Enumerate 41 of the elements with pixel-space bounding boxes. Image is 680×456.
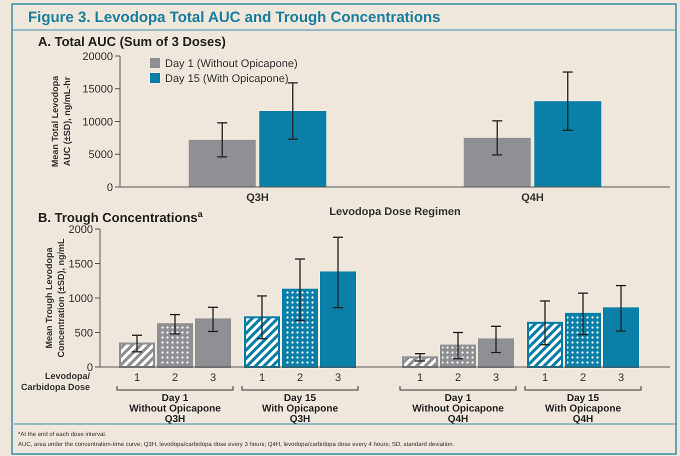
x-tick-label: 2 xyxy=(580,372,586,384)
chart-subtitle: A. Total AUC (Sum of 3 Doses) xyxy=(38,34,226,49)
text: Day 15 With Opicapone Q4H xyxy=(544,393,622,425)
text: Day 15 With Opicapone Q3H xyxy=(262,393,338,425)
x-tick-label: 3 xyxy=(334,372,342,384)
x-axis-title: Levodopa Dose Regimen xyxy=(329,206,461,218)
bar xyxy=(534,101,602,187)
y-tick-label: 0 xyxy=(106,182,113,194)
x-tick-label: 1 xyxy=(134,372,140,384)
text: Day 1 Without Opicapone Q4H xyxy=(412,393,504,425)
y-axis-title: Mean Total Levodopa AUC (±SD), ng/mL-hr xyxy=(50,74,72,168)
text: Day 1 Without Opicapone Q3H xyxy=(129,393,222,425)
y-tick-label: 500 xyxy=(74,327,93,340)
x-tick-label: 2 xyxy=(172,372,178,384)
x-tick-label: 3 xyxy=(618,372,624,384)
x-tick-label: 2 xyxy=(296,372,304,384)
y-axis-title: Mean Trough Levodopa Concentration (±SD), ng/mL xyxy=(44,238,66,358)
x-tick-label: 1 xyxy=(542,372,548,384)
y-tick-label: 1000 xyxy=(68,292,93,305)
y-tick-label: 1500 xyxy=(68,258,93,270)
y-tick-label: 5000 xyxy=(88,149,113,162)
x-tick-label: 3 xyxy=(492,372,500,384)
bar xyxy=(188,140,256,187)
y-tick-label: 20000 xyxy=(82,50,113,63)
x-tick-label: 1 xyxy=(258,372,266,384)
x-tick-label: Q4H xyxy=(521,192,544,204)
x-tick-label: 3 xyxy=(210,372,216,384)
y-tick-label: 0 xyxy=(86,362,93,374)
x-tick-label: Q3H xyxy=(246,192,269,204)
legend-label: Day 1 (Without Opicapone) xyxy=(165,58,298,70)
y-tick-label: 10000 xyxy=(82,116,113,128)
x-tick-label: 2 xyxy=(454,372,462,384)
bar xyxy=(259,111,326,187)
y-tick-label: 15000 xyxy=(82,84,113,96)
chart-title: B. Trough Concentrations$^{a}$ xyxy=(38,209,204,225)
y-tick-label: 2000 xyxy=(68,224,93,236)
chart-title: Figure 3. Levodopa Total AUC and Trough Concentrations xyxy=(28,9,441,26)
x-axis-title: Levodopa/ Carbidopa Dose xyxy=(20,371,90,392)
x-tick-label: 1 xyxy=(416,372,424,384)
bar xyxy=(464,138,531,187)
legend-label: Day 15 (With Opicapone) xyxy=(165,73,288,85)
